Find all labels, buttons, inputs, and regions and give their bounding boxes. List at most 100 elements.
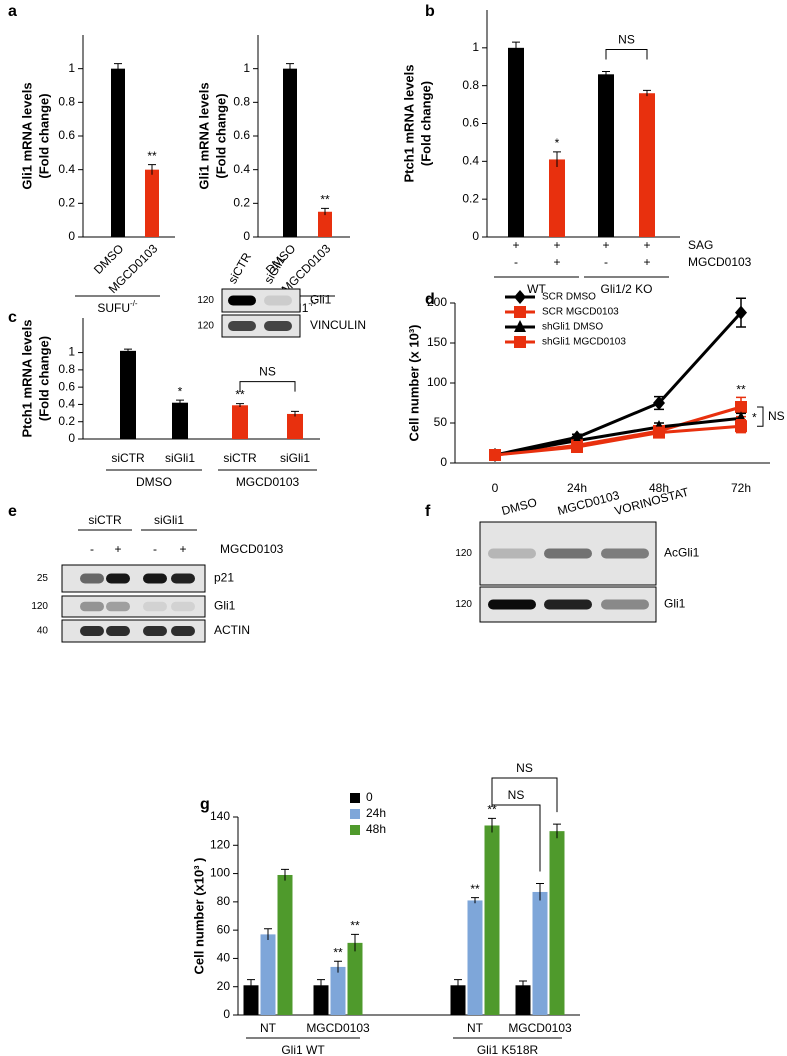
y-axis-label: (Fold change) (36, 93, 51, 178)
band (544, 599, 592, 610)
bar (598, 74, 614, 237)
significance: ** (470, 882, 480, 896)
x-tick-label: 72h (731, 481, 751, 495)
size-marker: 120 (197, 295, 214, 306)
y-tick-label: 0.4 (462, 154, 479, 168)
marker (653, 426, 665, 439)
panel-label: g (200, 796, 210, 813)
error-bar (114, 63, 122, 74)
y-tick-label: 0.8 (58, 362, 75, 376)
group-label: Gli1 K518R (477, 1043, 539, 1056)
y-tick-label: 100 (427, 375, 447, 389)
row-label: VINCULIN (310, 318, 366, 332)
y-tick-label: 0.4 (233, 162, 250, 176)
y-tick-label: 150 (427, 335, 447, 349)
y-axis-label: Ptch1 mRNA levels (401, 64, 416, 182)
x-tick-label: MGCD0103 (508, 1021, 572, 1035)
marker (489, 449, 501, 461)
error-bar (286, 63, 294, 74)
blot-row (61, 595, 206, 618)
y-axis-label: Gli1 mRNA levels (196, 82, 211, 189)
y-tick-label: 1 (68, 61, 75, 75)
size-marker: 25 (37, 573, 49, 584)
group-name: Gli1/2 KO (600, 282, 652, 296)
y-axis-label: Gli1 mRNA levels (19, 82, 34, 189)
bar (549, 831, 565, 1015)
error-bar (236, 403, 244, 408)
lane-label: siCTR (225, 250, 254, 286)
y-tick-label: 0.6 (58, 379, 75, 393)
y-tick-label: 80 (217, 894, 231, 908)
bar (330, 966, 346, 1015)
sign: + (553, 255, 560, 269)
y-tick-label: 0 (223, 1007, 230, 1021)
band (488, 548, 536, 559)
bar (515, 985, 531, 1015)
legend-label: 24h (366, 806, 386, 820)
group-label: MGCD0103 (236, 475, 300, 489)
y-tick-label: 140 (210, 809, 230, 823)
lane-label: - (90, 542, 94, 556)
error-bar (317, 979, 325, 991)
significance: ** (147, 149, 157, 163)
significance: ** (235, 388, 245, 402)
marker (735, 305, 747, 320)
line (494, 311, 743, 457)
group-name: Gli1 WT (281, 1043, 325, 1056)
lane-label: DMSO (500, 495, 538, 518)
band (488, 599, 536, 610)
sign: + (553, 238, 560, 252)
bar (450, 985, 466, 1015)
y-tick-label: 20 (217, 979, 231, 993)
y-tick-label: 1 (472, 40, 479, 54)
bracket-label: NS (259, 365, 276, 379)
size-marker: 40 (37, 626, 49, 637)
y-axis-label: (Fold change) (418, 81, 433, 166)
marker (653, 396, 665, 410)
panel-label: f (425, 503, 431, 520)
error-bar (519, 980, 527, 990)
bar (549, 159, 565, 237)
bar (120, 350, 136, 439)
sign: + (643, 255, 650, 269)
y-tick-label: 0.6 (233, 128, 250, 142)
y-tick-label: 0.4 (58, 162, 75, 176)
y-tick-label: 0 (440, 455, 447, 469)
marker (735, 420, 747, 433)
sign: - (604, 255, 608, 269)
group-name: MGCD0103 (236, 475, 300, 489)
row-label: MGCD0103 (688, 255, 752, 269)
row-label: Gli1 (310, 293, 332, 307)
x-tick-label: siCTR (223, 451, 257, 465)
error-bar (553, 151, 561, 168)
group-sup: -/- (130, 299, 138, 308)
bar (277, 874, 293, 1015)
band (171, 626, 195, 636)
significance: ** (333, 945, 343, 959)
y-tick-label: 0.2 (233, 196, 250, 210)
bracket (491, 804, 541, 872)
bar (111, 68, 125, 238)
y-tick-label: 1 (68, 345, 75, 359)
significance: * (555, 136, 560, 150)
y-tick-label: 0.2 (462, 191, 479, 205)
error-bar (351, 933, 359, 952)
bracket-label: NS (618, 33, 635, 47)
error-bar (124, 348, 132, 353)
row-label: ACTIN (214, 623, 250, 637)
error-bar (247, 979, 255, 991)
significance: ** (487, 803, 497, 817)
lane-label: + (114, 542, 121, 556)
line (494, 424, 742, 457)
band (171, 601, 195, 612)
error-bar (454, 979, 462, 991)
band (228, 321, 256, 331)
size-marker: 120 (455, 548, 472, 559)
marker (514, 320, 526, 332)
legend-label: 0 (366, 790, 373, 804)
x-tick-label: siCTR (111, 451, 145, 465)
group-sup: -/- (308, 299, 316, 308)
y-tick-label: 200 (427, 295, 447, 309)
bracket (605, 48, 648, 60)
legend-label: shGli1 DMSO (542, 322, 603, 333)
